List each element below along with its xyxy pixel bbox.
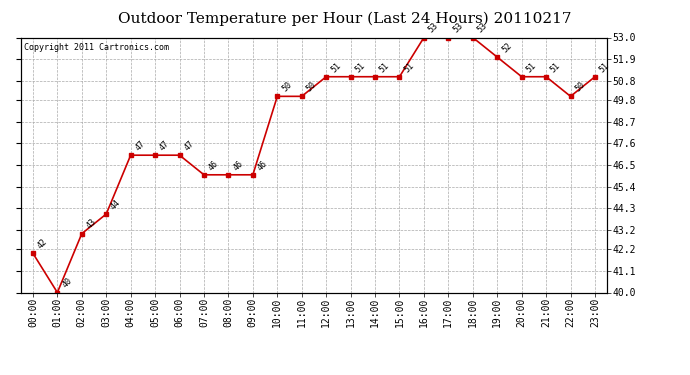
Text: 46: 46 <box>231 159 245 172</box>
Text: 47: 47 <box>133 139 147 152</box>
Text: 46: 46 <box>207 159 220 172</box>
Text: 44: 44 <box>109 198 122 211</box>
Text: 52: 52 <box>500 41 513 54</box>
Text: 40: 40 <box>60 276 74 290</box>
Text: 50: 50 <box>280 80 293 94</box>
Text: Copyright 2011 Cartronics.com: Copyright 2011 Cartronics.com <box>23 43 168 52</box>
Text: Outdoor Temperature per Hour (Last 24 Hours) 20110217: Outdoor Temperature per Hour (Last 24 Ho… <box>118 11 572 26</box>
Text: 43: 43 <box>85 217 98 231</box>
Text: 50: 50 <box>573 80 586 94</box>
Text: 47: 47 <box>182 139 196 152</box>
Text: 51: 51 <box>329 60 342 74</box>
Text: 51: 51 <box>402 60 415 74</box>
Text: 42: 42 <box>36 237 49 250</box>
Text: 51: 51 <box>378 60 391 74</box>
Text: 46: 46 <box>255 159 269 172</box>
Text: 53: 53 <box>451 21 464 35</box>
Text: 51: 51 <box>598 60 611 74</box>
Text: 51: 51 <box>524 60 538 74</box>
Text: 53: 53 <box>426 21 440 35</box>
Text: 51: 51 <box>549 60 562 74</box>
Text: 51: 51 <box>353 60 367 74</box>
Text: 47: 47 <box>158 139 171 152</box>
Text: 50: 50 <box>304 80 318 94</box>
Text: 53: 53 <box>475 21 489 35</box>
